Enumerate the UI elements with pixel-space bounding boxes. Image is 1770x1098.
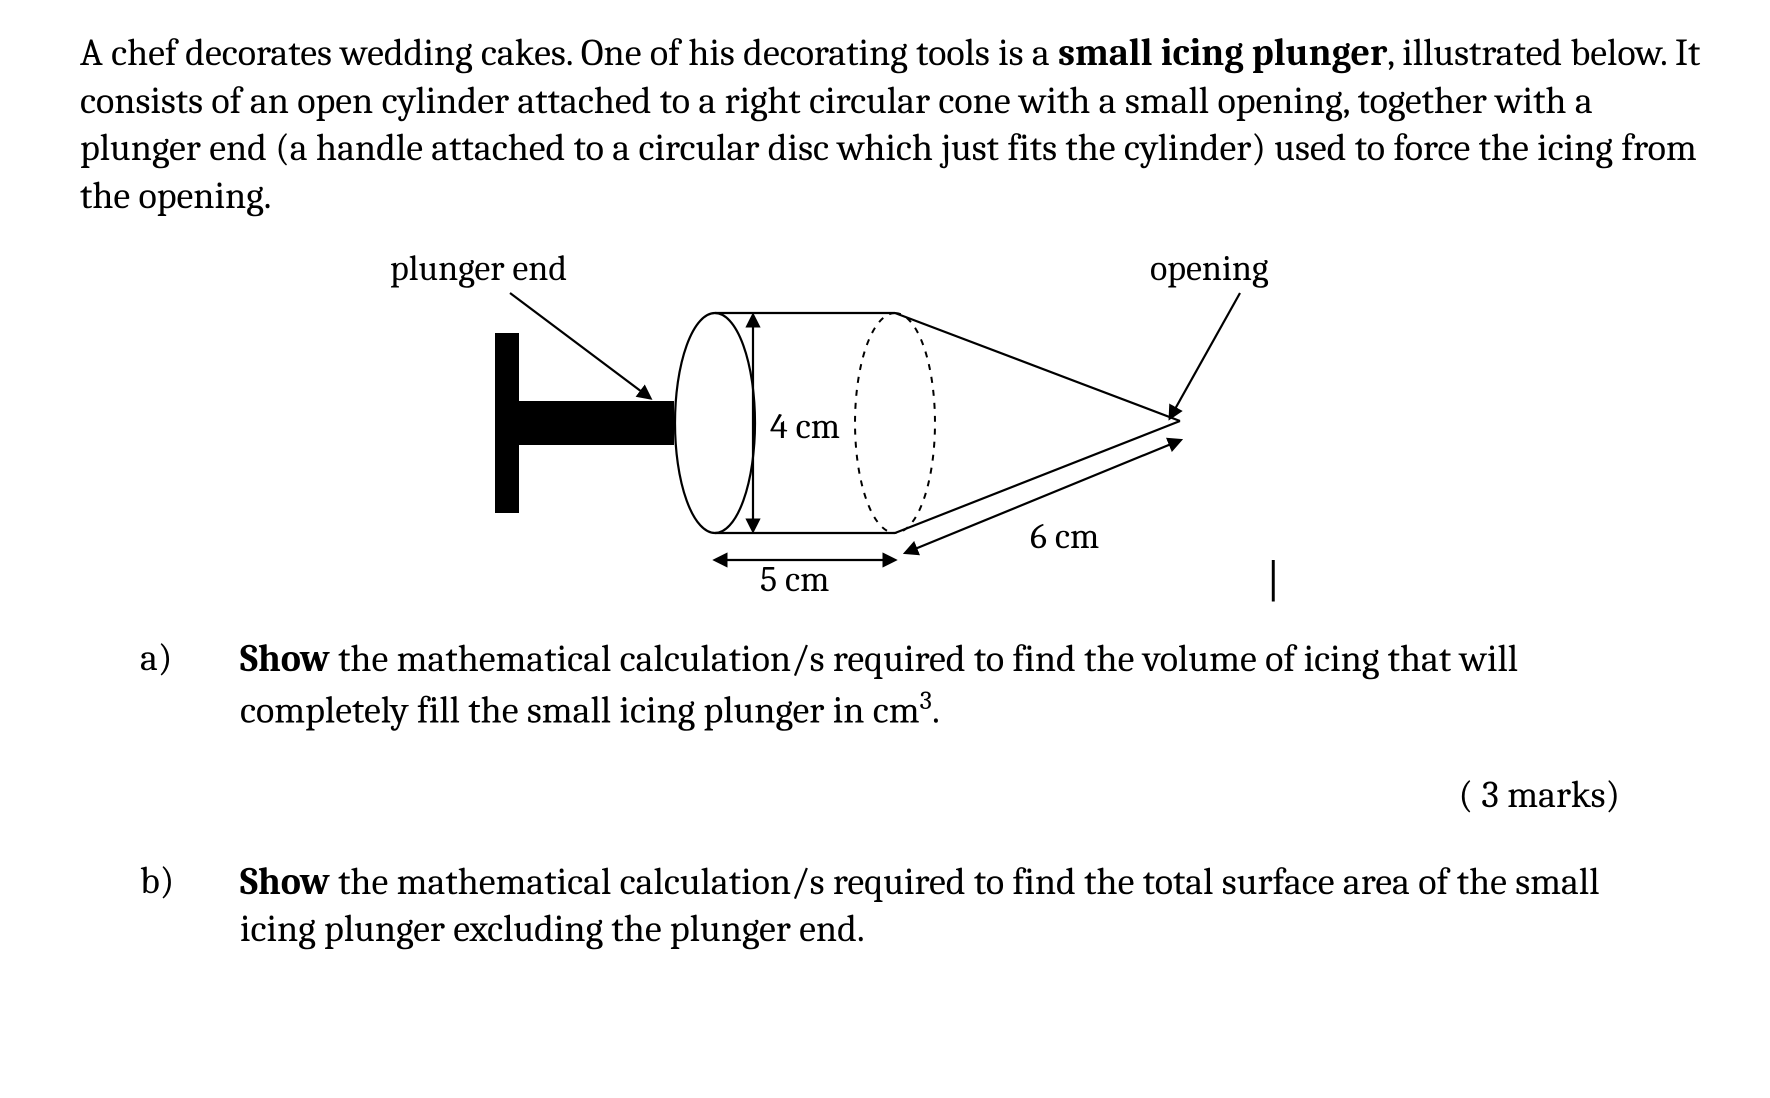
question-b-letter: b) bbox=[80, 859, 240, 903]
question-a-sup: 3 bbox=[920, 685, 932, 716]
question-a-row: a) Show the mathematical calculation/s r… bbox=[80, 636, 1710, 735]
cone-top-line bbox=[895, 313, 1180, 421]
label-plunger-end: plunger end bbox=[390, 248, 567, 289]
question-b-row: b) Show the mathematical calculation/s r… bbox=[80, 859, 1710, 954]
arrow-plunger-end bbox=[510, 293, 650, 398]
question-a-bold: Show bbox=[240, 637, 330, 681]
question-a-tail: . bbox=[932, 688, 940, 732]
label-cyl-len: 5 cm bbox=[760, 559, 829, 600]
intro-bold: small icing plunger bbox=[1058, 31, 1387, 75]
question-b-body: Show the mathematical calculation/s requ… bbox=[240, 859, 1710, 954]
questions-block: a) Show the mathematical calculation/s r… bbox=[80, 636, 1710, 954]
stray-cursor: | bbox=[1266, 554, 1281, 607]
question-b-bold: Show bbox=[240, 860, 330, 904]
question-a-body: Show the mathematical calculation/s requ… bbox=[240, 636, 1710, 735]
label-diameter: 4 cm bbox=[770, 406, 840, 447]
intro-part1: A chef decorates wedding cakes. One of h… bbox=[80, 31, 1058, 75]
cylinder-open-ellipse bbox=[675, 313, 755, 533]
question-a-letter: a) bbox=[80, 636, 240, 680]
label-slant: 6 cm bbox=[1030, 516, 1099, 557]
junction-back-arc bbox=[895, 313, 935, 533]
plunger-diagram bbox=[80, 238, 1710, 618]
arrow-opening bbox=[1170, 293, 1240, 418]
intro-paragraph: A chef decorates wedding cakes. One of h… bbox=[80, 30, 1710, 220]
plunger-handle bbox=[495, 333, 674, 513]
question-a-rest: the mathematical calculation/s required … bbox=[240, 637, 1518, 732]
junction-front-arc bbox=[855, 313, 895, 533]
question-b-rest: the mathematical calculation/s required … bbox=[240, 860, 1600, 952]
figure: plunger end opening 4 cm 5 cm 6 cm | bbox=[80, 238, 1710, 618]
marks-a: ( 3 marks) bbox=[80, 773, 1710, 817]
label-opening: opening bbox=[1150, 248, 1269, 289]
